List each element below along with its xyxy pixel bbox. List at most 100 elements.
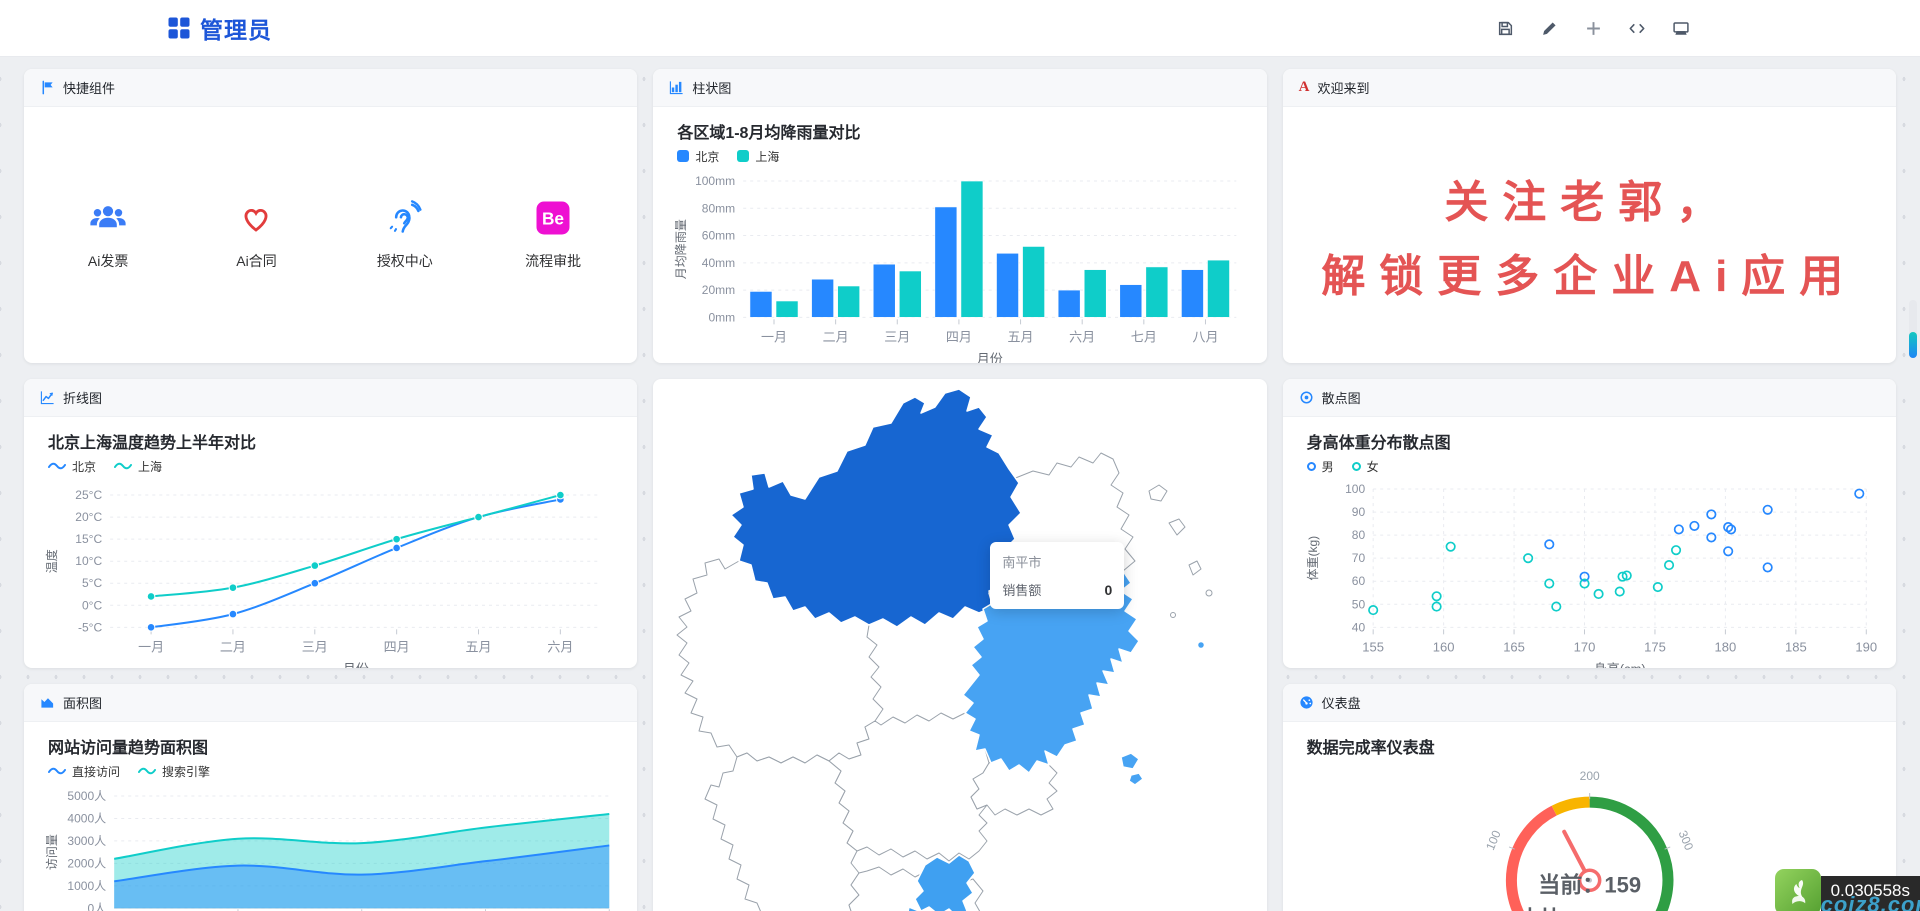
gauge-chart[interactable]: 0100200300400当前：159占比：39.75% bbox=[1299, 760, 1880, 911]
quick-item-auth-center[interactable]: 授权中心 bbox=[350, 199, 460, 271]
panel-header: 柱状图 bbox=[653, 69, 1267, 107]
svg-text:六月: 六月 bbox=[547, 639, 573, 654]
map-island[interactable] bbox=[1205, 589, 1213, 597]
legend-swatch bbox=[1351, 461, 1361, 471]
map-island[interactable] bbox=[1188, 560, 1202, 576]
map-islet[interactable] bbox=[1120, 752, 1141, 770]
tooltip-value: 0 bbox=[1104, 581, 1113, 598]
svg-text:20mm: 20mm bbox=[702, 283, 735, 297]
quick-item-label: Ai发票 bbox=[87, 253, 129, 269]
svg-text:0mm: 0mm bbox=[709, 310, 736, 324]
svg-text:0人: 0人 bbox=[87, 901, 106, 911]
behance-icon: Be bbox=[535, 199, 571, 237]
save-icon[interactable] bbox=[1490, 13, 1520, 43]
map-island[interactable] bbox=[1170, 612, 1177, 618]
legend-item[interactable]: 北京 bbox=[48, 458, 96, 475]
legend-swatch bbox=[114, 462, 133, 470]
team-icon bbox=[89, 199, 127, 237]
map-islet[interactable] bbox=[1128, 772, 1145, 786]
flame-icon[interactable] bbox=[1774, 869, 1821, 911]
svg-text:四月: 四月 bbox=[946, 329, 972, 344]
svg-text:25°C: 25°C bbox=[75, 488, 102, 502]
legend-item[interactable]: 上海 bbox=[737, 148, 779, 165]
fujian-map[interactable] bbox=[653, 379, 1266, 911]
line-chart[interactable]: -5°C 0°C 5°C 10°C 15°C 20°C 25°C 一月 二月 三月 四月 五月 六月月份… bbox=[40, 477, 621, 668]
svg-text:165: 165 bbox=[1503, 639, 1525, 654]
quick-item-ai-invoice[interactable]: Ai发票 bbox=[53, 199, 163, 271]
legend: 北京 上海 bbox=[40, 455, 621, 477]
legend-swatch bbox=[48, 767, 66, 775]
svg-text:90: 90 bbox=[1351, 505, 1365, 519]
code-icon[interactable] bbox=[1622, 13, 1652, 43]
quick-item-flow-approval[interactable]: Be 流程审批 bbox=[498, 199, 608, 271]
panel-header: A 欢迎来到 bbox=[1282, 69, 1896, 107]
legend-item[interactable]: 北京 bbox=[677, 148, 719, 165]
svg-text:体重(kg): 体重(kg) bbox=[1306, 536, 1320, 581]
svg-text:温度: 温度 bbox=[44, 549, 59, 573]
panel-map: 南平市 销售额 0 bbox=[653, 379, 1267, 911]
perf-widget: 0.030558s bbox=[1774, 869, 1920, 911]
welcome-line-2: 解锁更多企业Ai应用 bbox=[1321, 252, 1858, 301]
map-islet[interactable] bbox=[1197, 640, 1206, 650]
ear-icon bbox=[387, 199, 423, 237]
heart-icon bbox=[238, 199, 274, 237]
svg-text:身高(cm): 身高(cm) bbox=[1593, 661, 1645, 668]
edit-pencil-icon[interactable] bbox=[1534, 13, 1564, 43]
svg-text:七月: 七月 bbox=[1131, 329, 1157, 344]
legend: 直接访问 搜索引擎 bbox=[40, 760, 621, 782]
svg-text:月均降雨量: 月均降雨量 bbox=[674, 219, 688, 279]
panel-header-label: 仪表盘 bbox=[1321, 696, 1361, 711]
brand: 管理员 bbox=[168, 11, 272, 45]
legend-label: 男 bbox=[1321, 459, 1334, 474]
legend-item[interactable]: 男 bbox=[1306, 458, 1334, 475]
svg-text:175: 175 bbox=[1644, 639, 1666, 654]
map-island[interactable] bbox=[1168, 518, 1186, 536]
map-island[interactable] bbox=[1148, 484, 1168, 502]
bar-chart[interactable]: 0mm 20mm 40mm 60mm 80mm 100mm 一月 二月 三月 四月 五月 六月 七月 八月… bbox=[669, 167, 1250, 363]
grid-logo-icon bbox=[168, 17, 190, 39]
render-duration: 0.030558s bbox=[1820, 876, 1920, 911]
map-tooltip: 南平市 销售额 0 bbox=[990, 542, 1125, 609]
legend-item[interactable]: 搜索引擎 bbox=[138, 763, 210, 780]
svg-text:五月: 五月 bbox=[465, 639, 491, 654]
svg-text:月份: 月份 bbox=[977, 351, 1003, 363]
chart-title: 各区域1-8月均降雨量对比 bbox=[677, 125, 861, 142]
legend-swatch bbox=[677, 150, 690, 162]
svg-text:155: 155 bbox=[1362, 639, 1384, 654]
svg-text:80: 80 bbox=[1351, 528, 1365, 542]
svg-text:八月: 八月 bbox=[1193, 329, 1219, 344]
map-region-longyan[interactable] bbox=[704, 752, 860, 911]
svg-text:六月: 六月 bbox=[1070, 329, 1096, 344]
add-plus-icon[interactable] bbox=[1578, 13, 1608, 43]
svg-text:40mm: 40mm bbox=[702, 256, 735, 270]
scrollbar-thumb[interactable] bbox=[1909, 332, 1917, 358]
map-region-xiamen-islet[interactable] bbox=[907, 906, 921, 911]
svg-text:10°C: 10°C bbox=[75, 554, 102, 568]
legend-label: 北京 bbox=[72, 459, 97, 474]
monitor-icon[interactable] bbox=[1666, 13, 1696, 43]
legend-label: 女 bbox=[1366, 459, 1379, 474]
panel-header: 散点图 bbox=[1282, 379, 1896, 417]
panel-header-label: 快捷组件 bbox=[63, 81, 116, 96]
legend-item[interactable]: 女 bbox=[1351, 458, 1379, 475]
panel-header-label: 面积图 bbox=[63, 696, 103, 711]
svg-text:5000人: 5000人 bbox=[67, 789, 106, 803]
scatter-chart[interactable]: 40 50 60 70 80 90 100 155 160 165 170 175 180 185 190 身… bbox=[1299, 477, 1880, 668]
tooltip-city: 南平市 bbox=[1002, 555, 1042, 570]
svg-text:-5°C: -5°C bbox=[78, 620, 102, 634]
legend-item[interactable]: 上海 bbox=[114, 458, 162, 475]
map-region-nanping[interactable] bbox=[730, 388, 1023, 628]
legend-item[interactable]: 直接访问 bbox=[48, 763, 120, 780]
map-region-xiamen[interactable] bbox=[914, 854, 977, 911]
svg-text:2000人: 2000人 bbox=[67, 856, 106, 870]
chart-title: 北京上海温度趋势上半年对比 bbox=[48, 435, 257, 452]
svg-text:访问量: 访问量 bbox=[45, 834, 59, 870]
quick-items: Ai发票 Ai合同 授 bbox=[24, 107, 637, 363]
flag-icon bbox=[40, 80, 55, 95]
quick-item-label: Ai合同 bbox=[236, 253, 277, 269]
svg-text:60: 60 bbox=[1351, 574, 1365, 588]
svg-text:70: 70 bbox=[1351, 551, 1365, 565]
quick-item-ai-contract[interactable]: Ai合同 bbox=[201, 199, 311, 271]
page-scrollbar bbox=[1909, 300, 1917, 358]
